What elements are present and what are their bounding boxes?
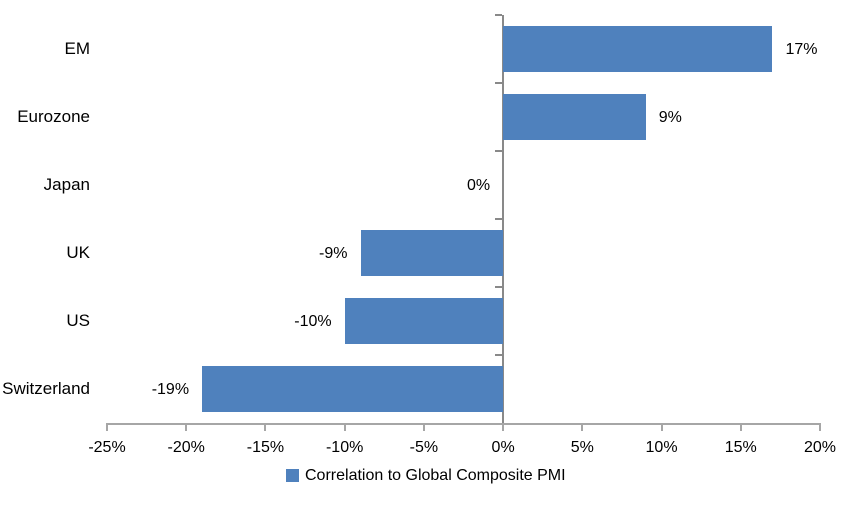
value-axis-tick [422,425,425,431]
category-label: US [66,311,90,330]
value-axis-label: 15% [724,439,757,456]
category-label: EM [64,39,91,58]
value-axis-label: -25% [88,439,126,456]
category-label: Switzerland [2,379,90,398]
category-label: Japan [43,175,90,194]
bar-em [503,26,773,72]
bar-uk [360,230,504,276]
value-axis-tick [343,425,346,431]
category-axis-tick [495,14,503,16]
data-label: 9% [658,109,682,126]
value-axis-tick [660,425,663,431]
value-axis-tick [819,425,821,431]
bar-eurozone [503,94,646,140]
value-axis-tick [185,425,188,431]
legend-label: Correlation to Global Composite PMI [305,467,566,484]
value-axis-label: -5% [409,439,439,456]
data-label: -10% [294,313,332,330]
value-axis-label: 0% [491,439,515,456]
data-label: -9% [319,245,348,262]
value-axis-tick [264,425,267,431]
value-axis-label: -10% [325,439,364,456]
category-axis-tick [495,150,503,152]
data-label: -19% [151,381,190,398]
bar-switzerland [202,366,504,412]
value-axis-label: -15% [246,439,285,456]
bar-us [344,298,504,344]
value-axis-tick [739,425,742,431]
category-label: UK [66,243,90,262]
category-axis-tick [495,286,503,288]
data-label: 0% [466,177,491,194]
value-axis-tick [106,425,108,431]
value-axis-label: -20% [167,439,205,456]
value-axis-line [106,423,821,425]
data-label: 17% [785,41,818,58]
legend-swatch-icon [286,469,299,482]
value-axis-tick [581,425,584,431]
value-axis-label: 20% [803,439,837,456]
category-label: Eurozone [17,107,90,126]
category-axis-tick [495,218,503,220]
category-axis-line [502,15,505,423]
legend: Correlation to Global Composite PMI [286,466,566,485]
value-axis-label: 10% [645,439,678,456]
category-axis-tick [495,354,503,356]
value-axis-tick [502,425,505,431]
category-axis-tick [495,82,503,84]
value-axis-label: 5% [570,439,594,456]
